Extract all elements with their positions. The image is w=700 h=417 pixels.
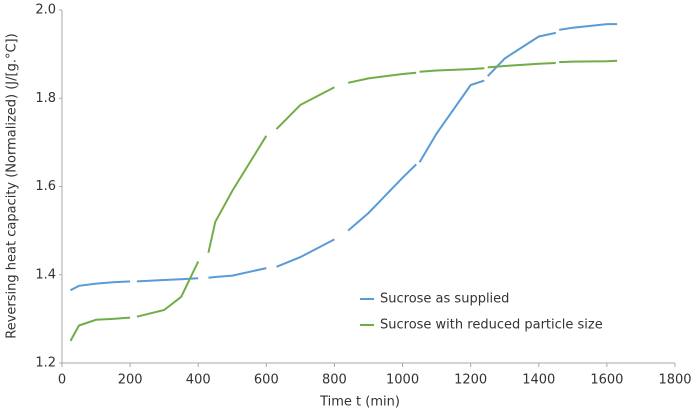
legend-label: Sucrose with reduced particle size (380, 318, 603, 333)
x-tick-label: 1000 (386, 373, 419, 388)
x-tick-label: 800 (322, 373, 347, 388)
y-axis-label: Reversing heat capacity (Normalized) (J/… (5, 33, 20, 338)
y-tick-label: 1.2 (35, 356, 56, 371)
y-tick-label: 1.6 (35, 179, 56, 194)
data-line (69, 59, 618, 342)
y-tick-label: 2.0 (35, 3, 56, 18)
x-tick-label: 1400 (522, 373, 555, 388)
x-axis-label: Time t (min) (319, 395, 400, 410)
x-tick-label: 200 (118, 373, 143, 388)
x-tick-label: 1600 (590, 373, 623, 388)
x-tick-label: 600 (254, 373, 279, 388)
x-tick-label: 0 (58, 373, 66, 388)
data-line (70, 23, 618, 292)
legend-label: Sucrose as supplied (380, 292, 509, 307)
x-tick-label: 1800 (658, 373, 691, 388)
y-tick-label: 1.4 (35, 267, 56, 282)
y-tick-label: 1.8 (35, 91, 56, 106)
x-tick-label: 400 (186, 373, 211, 388)
x-tick-label: 1200 (454, 373, 487, 388)
